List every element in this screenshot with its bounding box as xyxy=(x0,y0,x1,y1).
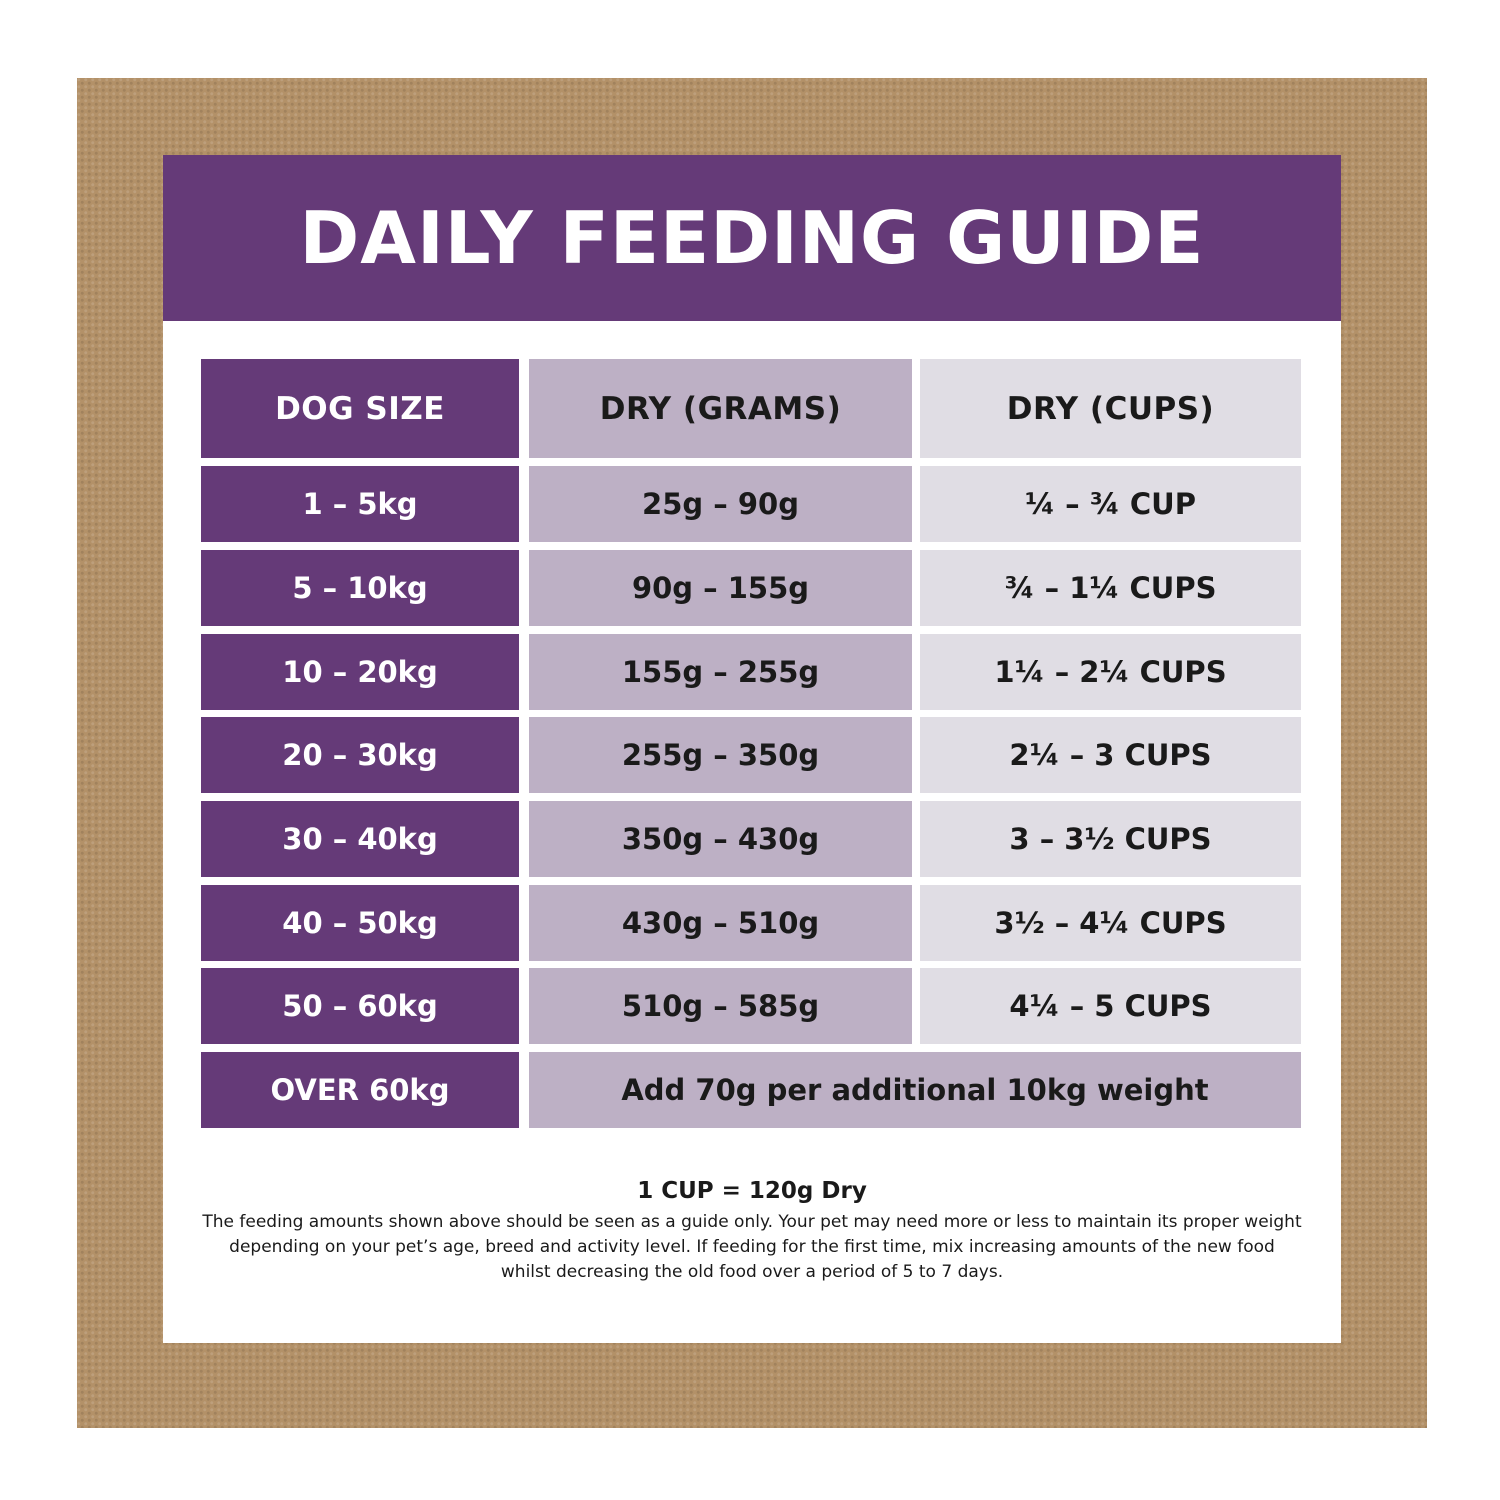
header-dry-cups: DRY (CUPS) xyxy=(920,359,1301,458)
table-row-cups: 4¼ – 5 CUPS xyxy=(920,968,1301,1044)
table-row-size: 10 – 20kg xyxy=(201,634,519,710)
table-row-size: 1 – 5kg xyxy=(201,466,519,542)
table-row-grams: 510g – 585g xyxy=(529,968,912,1044)
page-title: DAILY FEEDING GUIDE xyxy=(299,196,1205,280)
table-row-cups: ¼ – ¾ CUP xyxy=(920,466,1301,542)
table-row-additional-note: Add 70g per additional 10kg weight xyxy=(529,1052,1301,1128)
table-row-size: 30 – 40kg xyxy=(201,801,519,877)
table-row-grams: 255g – 350g xyxy=(529,717,912,793)
table-row-grams: 25g – 90g xyxy=(529,466,912,542)
table-row-cups: 2¼ – 3 CUPS xyxy=(920,717,1301,793)
table-row-size: 40 – 50kg xyxy=(201,885,519,961)
header-dry-grams: DRY (GRAMS) xyxy=(529,359,912,458)
table-row-cups: 3½ – 4¼ CUPS xyxy=(920,885,1301,961)
table-row-size: 20 – 30kg xyxy=(201,717,519,793)
header-dog-size: DOG SIZE xyxy=(201,359,519,458)
feeding-notes: 1 CUP = 120g Dry The feeding amounts sho… xyxy=(163,1178,1341,1285)
disclaimer-text: The feeding amounts shown above should b… xyxy=(202,1212,1302,1282)
table-row-grams: 155g – 255g xyxy=(529,634,912,710)
table-row-size: 5 – 10kg xyxy=(201,550,519,626)
table-row-size: 50 – 60kg xyxy=(201,968,519,1044)
table-row-cups: 1¼ – 2¼ CUPS xyxy=(920,634,1301,710)
table-row-grams: 350g – 430g xyxy=(529,801,912,877)
table-row-grams: 90g – 155g xyxy=(529,550,912,626)
table-row-cups: 3 – 3½ CUPS xyxy=(920,801,1301,877)
table-row-size-over-60: OVER 60kg xyxy=(201,1052,519,1128)
title-banner: DAILY FEEDING GUIDE xyxy=(163,155,1341,321)
cup-conversion: 1 CUP = 120g Dry xyxy=(637,1178,867,1204)
table-row-cups: ¾ – 1¼ CUPS xyxy=(920,550,1301,626)
table-row-grams: 430g – 510g xyxy=(529,885,912,961)
